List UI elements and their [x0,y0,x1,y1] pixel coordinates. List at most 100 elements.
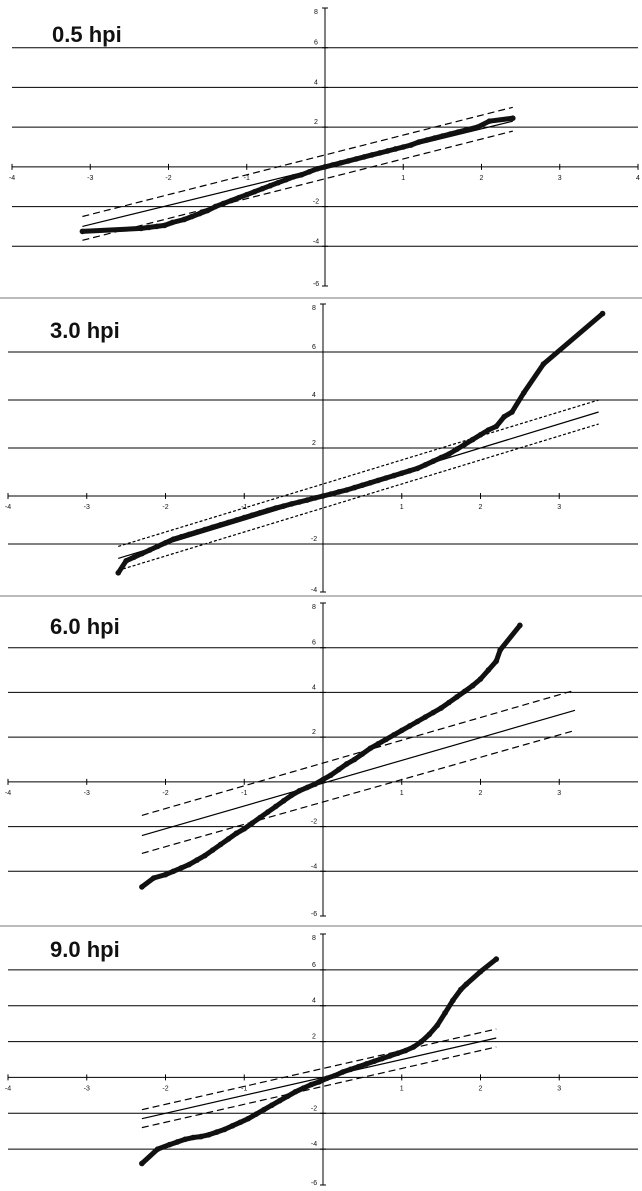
data-point [241,514,248,521]
data-point [324,1075,330,1082]
data-point [166,1141,173,1148]
x-tick-label: -4 [5,504,11,511]
data-point [296,788,303,794]
x-tick-label: 3 [557,1085,561,1092]
x-tick-label: 2 [479,1085,483,1092]
data-point [485,427,492,433]
y-tick-label: -4 [311,587,317,594]
data-point [261,1106,267,1113]
data-point [335,489,342,495]
y-tick-label: 8 [312,935,316,942]
data-point [265,507,271,514]
data-point [408,142,414,148]
data-point [486,118,493,124]
sample-quantile-band [79,115,516,234]
data-point [335,766,342,773]
data-point [233,830,240,837]
data-point [461,441,468,448]
x-tick-label: -4 [5,1085,11,1092]
data-point [332,1072,338,1079]
data-point [312,781,318,787]
panel-title: 6.0 hpi [50,614,120,639]
y-tick-label: -4 [311,863,317,870]
data-point [284,1093,291,1100]
data-point [493,956,500,962]
data-point [169,219,176,226]
reference-line [141,1037,497,1120]
x-tick-label: -3 [84,504,90,511]
data-point [376,150,383,156]
x-tick-label: -2 [165,175,171,182]
data-point [269,1102,275,1109]
data-point [410,1044,417,1050]
data-point [367,745,374,752]
x-tick-label: 2 [479,504,483,511]
y-tick-label: 6 [312,344,316,351]
data-point [485,667,492,673]
data-point [316,1079,322,1085]
data-point [153,223,160,230]
y-tick-label: 6 [314,40,318,47]
data-point [330,162,336,168]
x-tick-label: -2 [162,1085,168,1092]
data-point [314,166,320,172]
data-point [225,519,232,526]
x-tick-label: -3 [87,175,93,182]
confidence-envelope-upper [141,1028,497,1111]
y-tick-label: 2 [312,440,316,447]
data-point [402,1047,409,1054]
data-point [150,875,157,881]
y-tick-label: 8 [314,9,318,16]
data-point [220,200,227,207]
data-point [139,1160,145,1167]
data-point [209,524,216,530]
data-point [276,1097,283,1104]
data-point [375,477,381,484]
data-point [290,173,297,180]
x-tick-label: -1 [241,790,247,797]
data-point [123,558,129,564]
data-point [387,1053,393,1059]
confidence-envelope-upper [141,689,576,816]
data-point [283,176,289,183]
data-point [454,694,460,700]
data-point [154,1146,161,1152]
data-point [233,517,240,523]
panel-4: -4 -3 -2 -1 1 2 3 -6 -4 -2 2 4 6 8 9.0 hpi [5,933,638,1187]
x-tick-label: 1 [400,1085,404,1092]
data-point [345,158,352,164]
confidence-envelope-upper [118,399,599,547]
data-point [430,458,437,465]
data-point [257,814,263,821]
data-point [308,1081,314,1088]
data-point [131,554,137,560]
data-point [497,647,503,653]
data-point [463,127,469,133]
data-point [521,390,527,396]
panel-3: -4 -3 -2 -1 1 2 3 -6 -4 -2 2 4 6 8 6.0 hpi [5,602,638,918]
y-tick-label: -4 [311,1141,317,1148]
data-point [501,414,507,420]
data-point [189,213,195,220]
data-point [221,1126,228,1133]
data-point [469,682,476,689]
data-point [446,451,452,457]
data-point [426,1031,433,1038]
y-tick-label: -2 [313,199,319,206]
y-tick-label: 4 [314,79,318,86]
sample-quantile-band [139,622,523,890]
data-point [371,1058,377,1065]
data-point [343,487,350,493]
data-point [181,216,187,223]
data-point [217,522,224,528]
data-point [395,1050,401,1057]
data-point [392,146,399,152]
data-point [162,871,169,878]
data-point [458,986,464,993]
data-point [228,197,234,204]
data-point [202,526,208,533]
data-point [442,1010,448,1016]
data-point [493,423,500,430]
data-point [438,705,444,711]
